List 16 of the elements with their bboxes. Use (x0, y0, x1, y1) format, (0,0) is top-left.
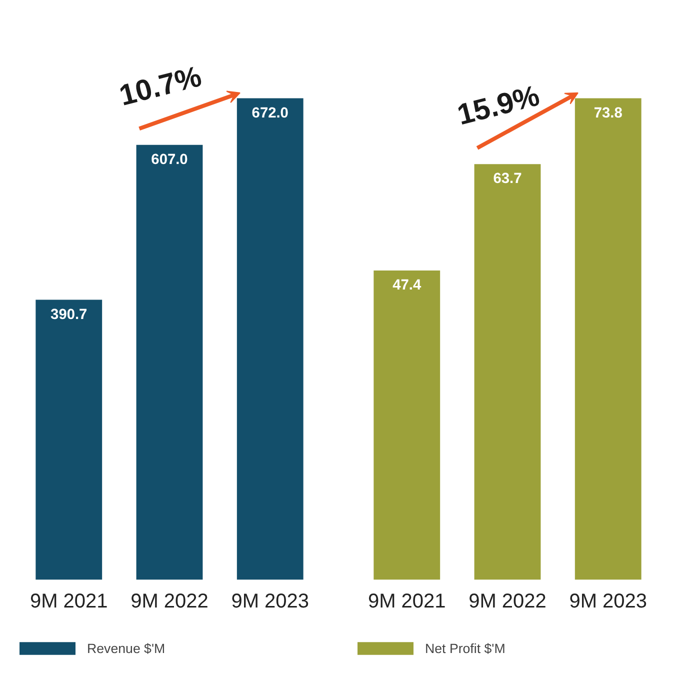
legend-label: Revenue $'M (87, 640, 166, 656)
annotation: 10.7% (116, 60, 205, 112)
data-label: 390.7 (50, 306, 88, 323)
x-tick-label: 9M 2022 (468, 590, 546, 613)
data-label: 47.4 (392, 277, 422, 294)
x-tick-label: 9M 2021 (368, 590, 446, 613)
legend-label: Net Profit $'M (425, 640, 506, 656)
x-tick-label: 9M 2022 (130, 590, 208, 613)
x-tick-label: 9M 2023 (569, 590, 648, 613)
data-label: 73.8 (594, 105, 622, 122)
data-label: 607.0 (151, 152, 188, 168)
x-tick-label: 9M 2021 (30, 590, 108, 613)
data-label: 63.7 (493, 171, 522, 188)
annotation: 15.9% (454, 79, 543, 132)
data-label: 672.0 (252, 105, 288, 122)
x-tick-label: 9M 2023 (231, 590, 310, 613)
